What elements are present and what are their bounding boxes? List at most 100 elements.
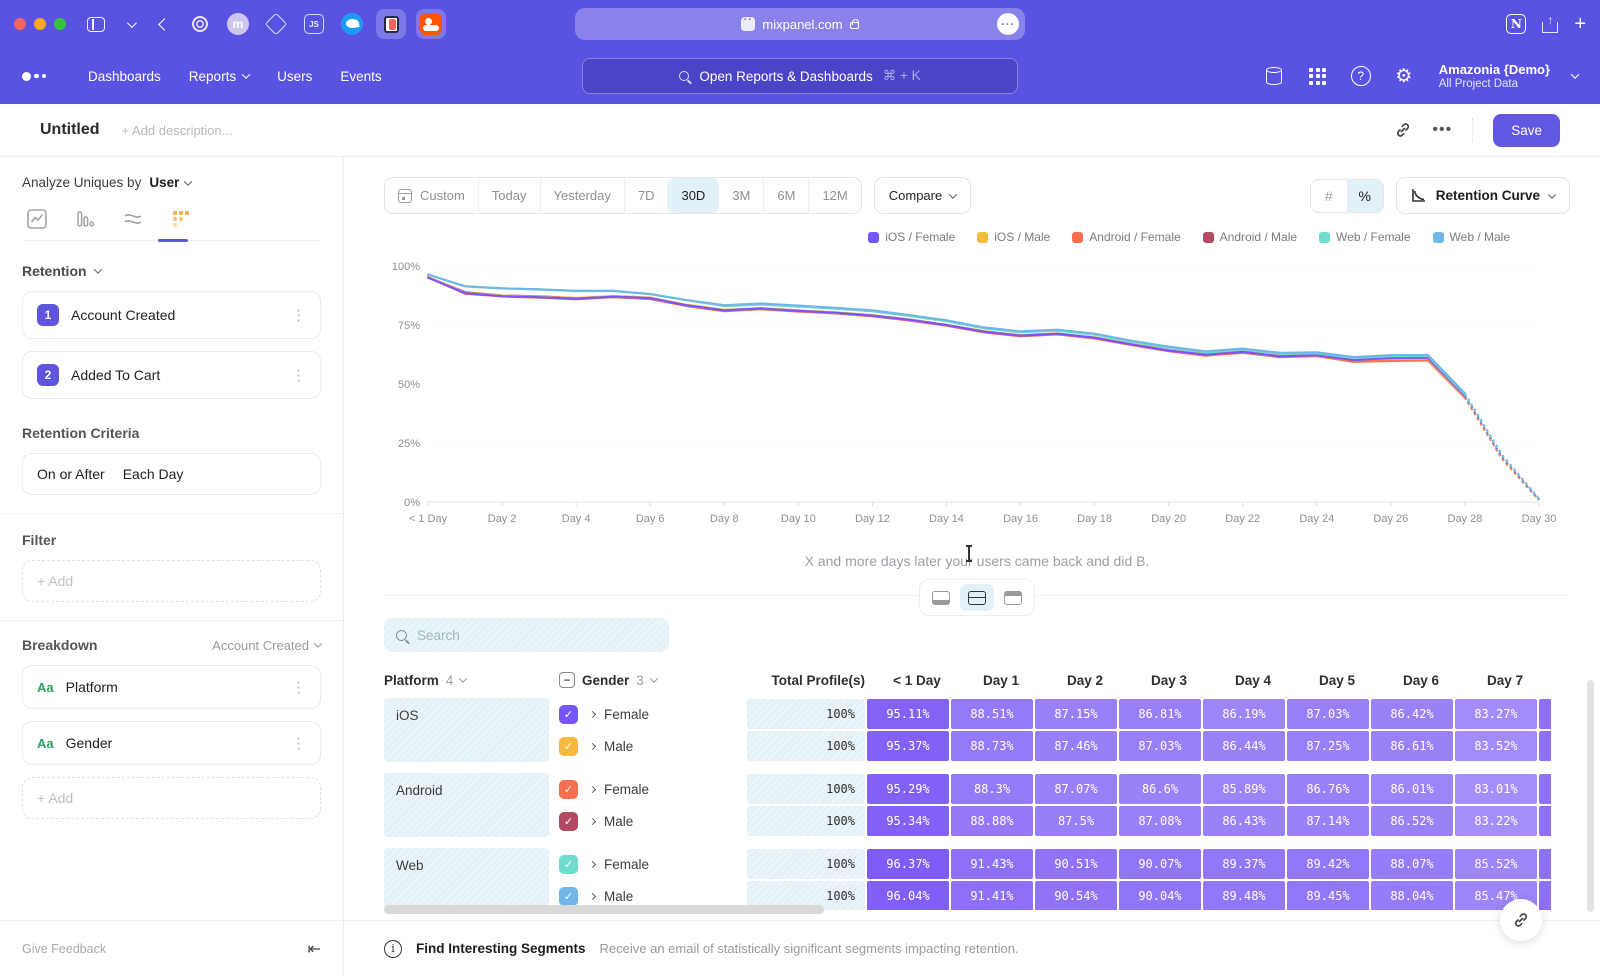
retention-value-cell[interactable]: 87.25% [1287, 731, 1369, 761]
range-7d[interactable]: 7D [625, 178, 669, 213]
retention-value-cell[interactable]: 95.29% [867, 774, 949, 804]
retention-value-cell[interactable]: 83.27% [1455, 699, 1537, 729]
criteria-type[interactable]: On or After [37, 466, 105, 482]
retention-value-cell[interactable]: 95.11% [867, 699, 949, 729]
tab-funnels-icon[interactable] [74, 208, 96, 230]
legend-item[interactable]: iOS / Female [868, 230, 955, 244]
expand-row-icon[interactable] [589, 785, 596, 792]
retention-value-cell[interactable]: 88.04% [1371, 881, 1453, 910]
collapse-all-icon[interactable]: − [559, 672, 575, 688]
retention-value-cell[interactable]: 85.89% [1203, 774, 1285, 804]
help-icon[interactable]: ? [1351, 66, 1371, 86]
series-checkbox[interactable]: ✓ [559, 780, 578, 799]
retention-value-cell[interactable]: 86.44% [1203, 731, 1285, 761]
settings-gear-icon[interactable]: ⚙ [1393, 65, 1415, 87]
platform-cell[interactable]: Web [384, 848, 549, 910]
breakdown-event-selector[interactable]: Account Created [212, 638, 321, 653]
expand-row-icon[interactable] [589, 710, 596, 717]
give-feedback-link[interactable]: Give Feedback [22, 942, 106, 956]
range-today[interactable]: Today [479, 178, 541, 213]
range-yesterday[interactable]: Yesterday [541, 178, 625, 213]
retention-value-cell[interactable]: 89.37% [1203, 849, 1285, 879]
pinned-app-cube-icon[interactable] [262, 10, 290, 38]
retention-value-cell[interactable]: 96.37% [867, 849, 949, 879]
retention-value-cell[interactable]: 87.5% [1035, 806, 1117, 836]
save-button[interactable]: Save [1493, 114, 1560, 147]
retention-value-cell[interactable]: 86.61% [1371, 731, 1453, 761]
retention-value-cell[interactable]: 86.43% [1203, 806, 1285, 836]
retention-value-cell[interactable]: 87.07% [1035, 774, 1117, 804]
total-column-header[interactable]: Total Profile(s) [757, 673, 875, 688]
nav-dashboards[interactable]: Dashboards [74, 61, 175, 92]
share-link-fab[interactable] [1500, 899, 1542, 941]
expand-row-icon[interactable] [589, 742, 596, 749]
retention-value-cell[interactable]: 88.3% [951, 774, 1033, 804]
nav-events[interactable]: Events [326, 61, 395, 92]
series-checkbox[interactable]: ✓ [559, 855, 578, 874]
retention-value-cell[interactable]: 85.52% [1455, 849, 1537, 879]
criteria-interval[interactable]: Each Day [123, 466, 184, 482]
active-tab-icon[interactable] [376, 9, 406, 39]
retention-section-header[interactable]: Retention [22, 263, 321, 279]
day-column-header[interactable]: Day 6 [1379, 673, 1463, 688]
nav-users[interactable]: Users [263, 61, 326, 92]
breakdown-add-button[interactable]: + Add [22, 777, 321, 819]
retention-criteria-card[interactable]: On or After Each Day [22, 453, 321, 495]
project-switcher[interactable]: Amazonia {Demo} All Project Data [1439, 62, 1550, 90]
retention-value-cell[interactable]: 88.07% [1371, 849, 1453, 879]
tab-insights-icon[interactable] [26, 208, 48, 230]
retention-value-cell[interactable]: 96.04% [867, 881, 949, 910]
range-12m[interactable]: 12M [809, 178, 860, 213]
expand-row-icon[interactable] [589, 892, 596, 899]
kebab-menu-icon[interactable]: ⋮ [291, 306, 306, 324]
day-column-header[interactable]: < 1 Day [875, 673, 959, 688]
retention-value-cell[interactable]: 86.76% [1287, 774, 1369, 804]
series-checkbox[interactable]: ✓ [559, 887, 578, 906]
url-bar[interactable]: mixpanel.com ··· [575, 8, 1025, 40]
soundcloud-tab-icon[interactable] [416, 9, 446, 39]
global-search[interactable]: Open Reports & Dashboards ⌘ + K [582, 58, 1018, 94]
share-icon[interactable]: ↑ [1542, 15, 1558, 33]
tab-flows-icon[interactable] [122, 208, 144, 230]
retention-value-cell[interactable]: 86.6% [1119, 774, 1201, 804]
retention-value-cell[interactable]: 90.51% [1035, 849, 1117, 879]
layout-split-button[interactable] [960, 584, 994, 611]
range-3m[interactable]: 3M [719, 178, 764, 213]
retention-value-cell[interactable]: 83.01% [1455, 774, 1537, 804]
unit-percent-button[interactable]: % [1347, 180, 1383, 212]
data-management-icon[interactable] [1263, 65, 1285, 87]
layout-chart-only-button[interactable] [924, 584, 958, 611]
legend-item[interactable]: Android / Male [1203, 230, 1297, 244]
series-checkbox[interactable]: ✓ [559, 705, 578, 724]
legend-item[interactable]: Web / Female [1319, 230, 1410, 244]
retention-value-cell[interactable]: 88.51% [951, 699, 1033, 729]
collapse-sidebar-icon[interactable]: ⇤ [308, 939, 321, 959]
compare-button[interactable]: Compare [874, 177, 971, 214]
legend-item[interactable]: Web / Male [1433, 230, 1510, 244]
analyze-uniques-row[interactable]: Analyze Uniques by User [22, 175, 321, 190]
retention-value-cell[interactable]: 87.03% [1287, 699, 1369, 729]
retention-value-cell[interactable]: 88.73% [951, 731, 1033, 761]
range-6m[interactable]: 6M [764, 178, 809, 213]
retention-value-cell[interactable]: 87.15% [1035, 699, 1117, 729]
nav-reports[interactable]: Reports [175, 61, 263, 92]
retention-value-cell[interactable]: 89.42% [1287, 849, 1369, 879]
retention-value-cell[interactable]: 89.48% [1203, 881, 1285, 910]
day-column-header[interactable]: Day 3 [1127, 673, 1211, 688]
new-tab-icon[interactable]: + [1574, 13, 1586, 36]
retention-value-cell[interactable]: 86.52% [1371, 806, 1453, 836]
platform-column-header[interactable]: Platform 4 [384, 673, 559, 688]
retention-value-cell[interactable]: 95.37% [867, 731, 949, 761]
platform-cell[interactable]: Android [384, 773, 549, 837]
expand-row-icon[interactable] [589, 817, 596, 824]
minimize-window-button[interactable] [34, 18, 46, 30]
day-column-header[interactable]: Day 2 [1043, 673, 1127, 688]
apps-grid-icon[interactable] [1307, 65, 1329, 87]
retention-value-cell[interactable]: 86.19% [1203, 699, 1285, 729]
range-30d[interactable]: 30D [668, 178, 719, 213]
retention-value-cell[interactable]: 83.52% [1455, 731, 1537, 761]
chart-caption[interactable]: X and more days later your users came ba… [384, 553, 1570, 569]
find-segments-title[interactable]: Find Interesting Segments [416, 941, 586, 956]
table-search-input[interactable] [417, 628, 637, 643]
gender-column-header[interactable]: − Gender 3 [559, 672, 757, 688]
